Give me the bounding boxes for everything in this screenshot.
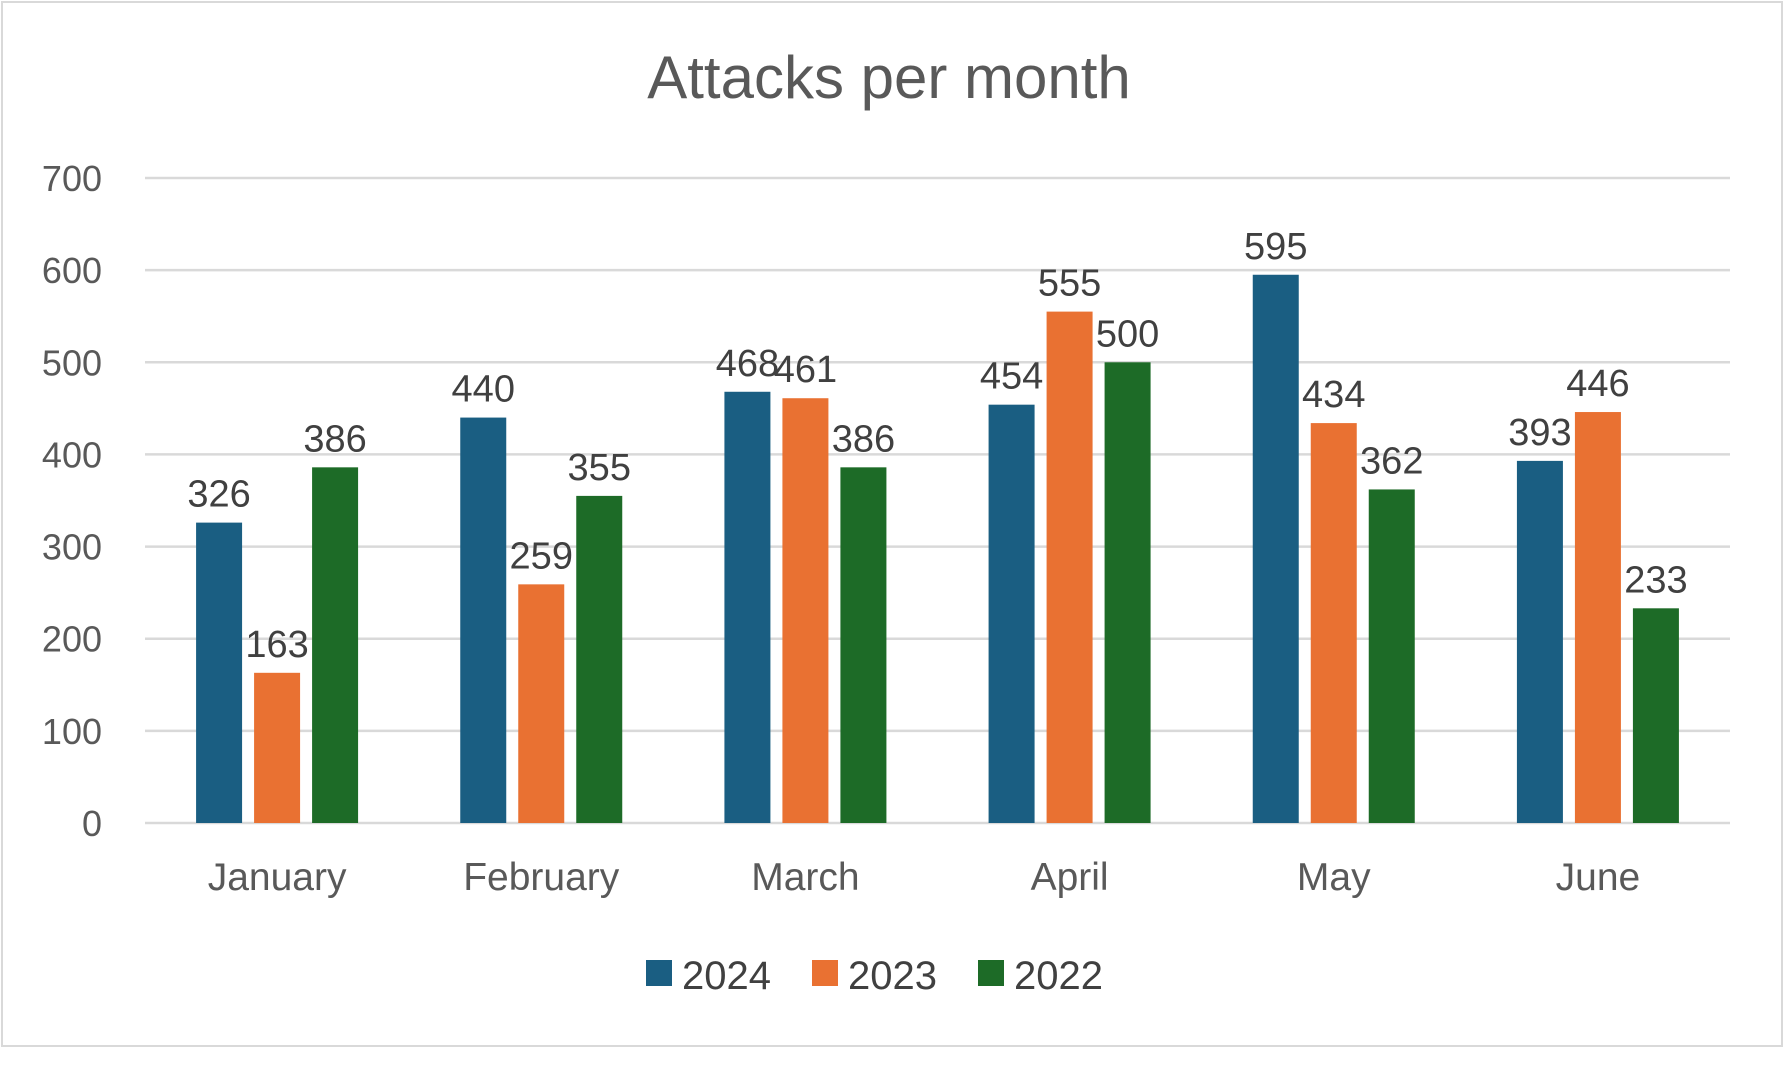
- y-tick-label: 100: [42, 711, 102, 752]
- data-label: 555: [1038, 263, 1101, 305]
- legend-label: 2023: [848, 954, 937, 998]
- data-label: 386: [303, 418, 366, 460]
- y-tick-label: 400: [42, 434, 102, 475]
- gridlines: [145, 176, 1730, 825]
- bar: [840, 467, 887, 823]
- data-label: 446: [1566, 363, 1629, 405]
- bar: [1368, 489, 1415, 823]
- y-axis-ticks: 0 100 200 300 400 500 600 700: [42, 158, 102, 844]
- bar: [312, 467, 359, 823]
- x-category-label: March: [751, 856, 859, 899]
- data-label: 454: [980, 356, 1043, 398]
- y-tick-label: 200: [42, 619, 102, 660]
- bar: [1632, 608, 1679, 823]
- data-label: 393: [1508, 412, 1571, 454]
- legend-label: 2022: [1014, 954, 1103, 998]
- bar: [1516, 460, 1563, 823]
- legend-swatch: [646, 960, 672, 986]
- data-label: 259: [510, 535, 573, 577]
- bar: [1252, 274, 1299, 823]
- chart-frame: [1, 1, 1783, 1047]
- data-label: 355: [568, 447, 631, 489]
- data-label: 362: [1360, 440, 1423, 482]
- bar: [1310, 423, 1357, 823]
- bar: [782, 398, 829, 823]
- data-label: 386: [832, 418, 895, 460]
- x-category-label: June: [1556, 856, 1641, 899]
- legend: 2024 2023 2022: [646, 954, 1103, 998]
- legend-swatch: [978, 960, 1004, 986]
- data-label: 595: [1244, 226, 1307, 268]
- bar: [988, 404, 1035, 823]
- data-label: 468: [716, 343, 779, 385]
- data-label: 500: [1096, 313, 1159, 355]
- y-tick-label: 300: [42, 527, 102, 568]
- legend-swatch: [812, 960, 838, 986]
- data-label: 233: [1624, 559, 1687, 601]
- y-tick-label: 0: [82, 803, 102, 844]
- bar: [460, 417, 507, 823]
- y-tick-label: 600: [42, 250, 102, 291]
- bar: [518, 584, 565, 823]
- x-axis-categories: January February March April May June: [208, 856, 1640, 899]
- bar: [1574, 412, 1621, 823]
- bar: [576, 495, 623, 823]
- bar: [1104, 362, 1151, 823]
- bars: [196, 274, 1679, 823]
- data-label: 326: [187, 474, 250, 516]
- y-tick-label: 700: [42, 158, 102, 199]
- data-label: 163: [245, 624, 308, 666]
- data-label: 440: [452, 369, 515, 411]
- x-category-label: February: [463, 856, 620, 899]
- chart-title: Attacks per month: [647, 44, 1131, 111]
- x-category-label: January: [208, 856, 347, 899]
- x-category-label: April: [1031, 856, 1109, 899]
- data-label: 461: [774, 349, 837, 391]
- bar: [724, 391, 771, 823]
- y-tick-label: 500: [42, 342, 102, 383]
- legend-label: 2024: [682, 954, 771, 998]
- x-category-label: May: [1297, 856, 1371, 899]
- bar: [196, 522, 243, 823]
- data-label: 434: [1302, 374, 1365, 416]
- bar: [254, 672, 301, 823]
- bar: [1046, 311, 1093, 823]
